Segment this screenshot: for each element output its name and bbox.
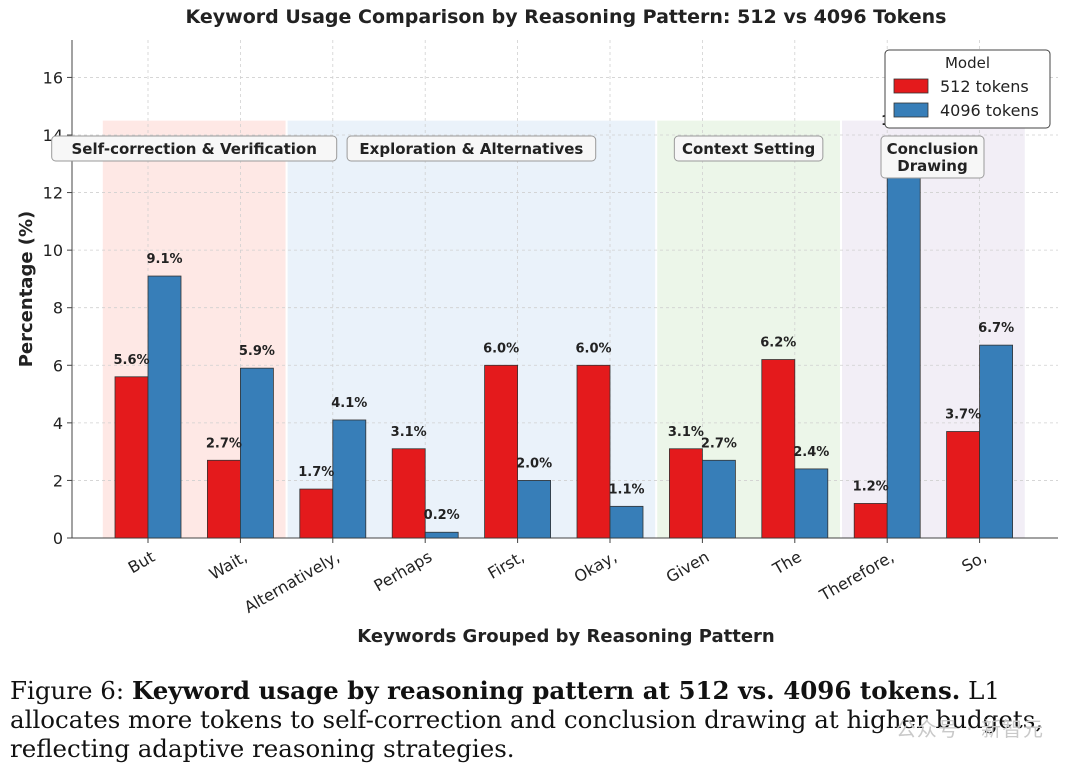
x-tick-label: Okay, xyxy=(571,547,620,586)
data-label: 6.0% xyxy=(483,341,519,356)
bar-512 xyxy=(853,503,888,539)
group-label-box xyxy=(346,135,597,162)
data-label: 1.2% xyxy=(853,479,889,494)
bar-4096 xyxy=(424,531,459,539)
data-label: 1.1% xyxy=(608,482,644,497)
x-axis-label: Keywords Grouped by Reasoning Pattern xyxy=(357,626,774,647)
bar-4096 xyxy=(886,137,921,539)
legend-swatch xyxy=(893,102,929,118)
data-label: 2.7% xyxy=(206,436,242,451)
bar-512 xyxy=(299,488,334,539)
data-label: 1.7% xyxy=(298,465,334,480)
y-axis-label: Percentage (%) xyxy=(16,211,37,368)
y-tick-label: 2 xyxy=(53,471,63,490)
bar-512 xyxy=(484,364,519,539)
legend-label: 4096 tokens xyxy=(940,101,1039,120)
x-tick-label: Given xyxy=(663,547,713,587)
x-tick-label: So, xyxy=(958,547,989,576)
legend-swatch xyxy=(893,78,929,94)
group-label-text: Self-correction & Verification xyxy=(71,140,316,158)
data-label: 6.2% xyxy=(760,336,796,351)
bar-4096 xyxy=(239,367,274,539)
bar-4096 xyxy=(609,505,644,539)
y-tick-label: 0 xyxy=(53,529,63,548)
x-tick-label: The xyxy=(769,547,805,579)
data-label: 0.2% xyxy=(424,508,460,523)
bar-4096 xyxy=(332,419,367,539)
bar-512 xyxy=(206,459,241,539)
group-label: Self-correction & Verification xyxy=(51,135,338,162)
bar-4096 xyxy=(147,275,182,539)
group-label-text: Exploration & Alternatives xyxy=(359,140,583,158)
figure-caption: Figure 6: Keyword usage by reasoning pat… xyxy=(10,676,1070,763)
legend: Model 512 tokens 4096 tokens xyxy=(884,49,1051,129)
legend-label: 512 tokens xyxy=(940,77,1029,96)
bar-512 xyxy=(946,431,980,539)
x-tick-label: Therefore, xyxy=(815,547,897,605)
data-label: 2.7% xyxy=(701,436,737,451)
data-label: 3.1% xyxy=(391,425,427,440)
data-label: 4.1% xyxy=(331,396,367,411)
bar-4096 xyxy=(702,459,736,539)
y-tick-label: 6 xyxy=(53,356,63,375)
data-label: 2.4% xyxy=(793,445,829,460)
bar-4096 xyxy=(517,480,551,539)
watermark: 公众号 · 新智元 xyxy=(895,717,1044,741)
data-label: 6.7% xyxy=(978,321,1014,336)
data-label: 9.1% xyxy=(146,252,182,267)
data-label: 2.0% xyxy=(516,456,552,471)
bar-4096 xyxy=(979,344,1013,539)
group-label-box xyxy=(673,135,824,162)
data-label: 6.0% xyxy=(575,341,611,356)
group-label-text: Conclusion xyxy=(887,140,979,158)
bar-512 xyxy=(761,359,796,539)
x-tick-label: Alternatively, xyxy=(241,547,343,617)
x-tick-label: Perhaps xyxy=(371,547,436,595)
group-label-box xyxy=(880,135,985,179)
y-tick-label: 4 xyxy=(53,414,63,433)
y-tick-label: 10 xyxy=(43,241,63,260)
bar-512 xyxy=(114,376,149,539)
bar-4096 xyxy=(794,468,829,539)
x-tick-label: First, xyxy=(485,547,528,583)
bar-512 xyxy=(391,448,426,539)
data-label: 5.9% xyxy=(239,344,275,359)
caption-bold: Keyword usage by reasoning pattern at 51… xyxy=(131,676,961,705)
group-label-text: Context Setting xyxy=(682,140,815,158)
legend-title: Model xyxy=(945,54,990,72)
y-tick-label: 16 xyxy=(43,68,63,87)
x-tick-label: But xyxy=(125,547,158,577)
bar-512 xyxy=(576,364,611,539)
chart-title: Keyword Usage Comparison by Reasoning Pa… xyxy=(185,6,946,28)
group-label: Context Setting xyxy=(673,135,824,162)
bar-512 xyxy=(669,448,703,539)
y-tick-label: 8 xyxy=(53,299,63,318)
group-label-text: Drawing xyxy=(897,157,967,175)
data-label: 3.1% xyxy=(668,425,704,440)
y-tick-label: 12 xyxy=(43,184,63,203)
data-label: 3.7% xyxy=(945,407,981,422)
x-tick-label: Wait, xyxy=(206,547,250,584)
group-label-box xyxy=(51,135,338,162)
data-label: 5.6% xyxy=(113,353,149,368)
chart-area: 0 2 4 6 8 10 12 14 16 5.6% 2.7% 1.7% 3.1% 6.0% 6.0% 3.1… xyxy=(16,6,1058,647)
caption-text: L1 allocates more tokens to self-correct… xyxy=(10,676,1044,763)
group-label: Exploration & Alternatives xyxy=(346,135,597,162)
caption-prefix: Figure 6: xyxy=(10,676,132,705)
